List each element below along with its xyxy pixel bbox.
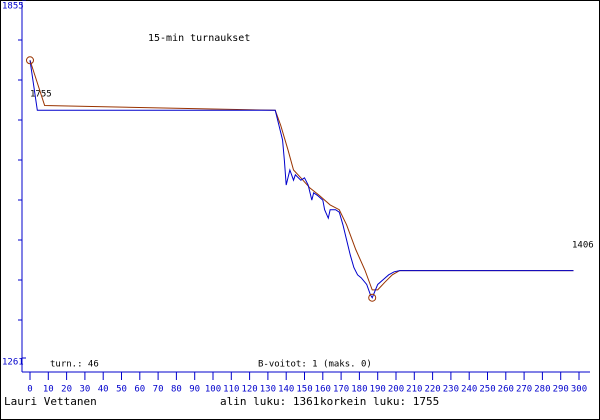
x-tick-label: 210 xyxy=(406,385,422,395)
author: Lauri Vettanen xyxy=(4,395,97,408)
chart-title: 15-min turnaukset xyxy=(148,33,250,44)
x-tick-label: 60 xyxy=(134,385,145,395)
x-tick-label: 180 xyxy=(351,385,367,395)
extreme-marker xyxy=(368,293,377,302)
max-label: korkein luku: 1755 xyxy=(320,395,439,408)
y-tick-label: 1855 xyxy=(2,2,24,12)
x-tick-label: 220 xyxy=(424,385,440,395)
x-tick-label: 0 xyxy=(27,385,32,395)
x-tick-label: 230 xyxy=(443,385,459,395)
annotation: 1406 xyxy=(572,241,594,251)
x-tick-label: 140 xyxy=(278,385,294,395)
x-tick-label: 80 xyxy=(171,385,182,395)
line xyxy=(29,60,574,291)
x-tick-label: 200 xyxy=(388,385,404,395)
x-tick-label: 290 xyxy=(553,385,569,395)
x-tick-label: 90 xyxy=(189,385,200,395)
line xyxy=(29,60,574,299)
x-tick-label: 250 xyxy=(479,385,495,395)
x-tick-label: 70 xyxy=(153,385,164,395)
x-tick-label: 270 xyxy=(516,385,532,395)
x-tick-label: 130 xyxy=(260,385,276,395)
y-tick-label: 1261 xyxy=(2,358,24,368)
x-tick-label: 30 xyxy=(79,385,90,395)
x-tick-label: 40 xyxy=(98,385,109,395)
x-tick-label: 160 xyxy=(315,385,331,395)
info: B-voitot: 1 (maks. 0) xyxy=(258,360,372,370)
x-tick-label: 100 xyxy=(205,385,221,395)
x-tick-label: 50 xyxy=(116,385,127,395)
min-label: alin luku: 1361 xyxy=(220,395,319,408)
x-tick-label: 240 xyxy=(461,385,477,395)
x-tick-label: 150 xyxy=(296,385,312,395)
x-tick-label: 260 xyxy=(498,385,514,395)
x-tick-label: 20 xyxy=(61,385,72,395)
x-tick-label: 280 xyxy=(534,385,550,395)
x-tick-label: 10 xyxy=(43,385,54,395)
extreme-marker xyxy=(26,56,34,65)
x-tick-label: 170 xyxy=(333,385,349,395)
info: turn.: 46 xyxy=(50,360,99,370)
x-tick-label: 110 xyxy=(223,385,239,395)
x-tick-label: 120 xyxy=(241,385,257,395)
x-tick-label: 190 xyxy=(370,385,386,395)
x-tick-label: 300 xyxy=(571,385,587,395)
